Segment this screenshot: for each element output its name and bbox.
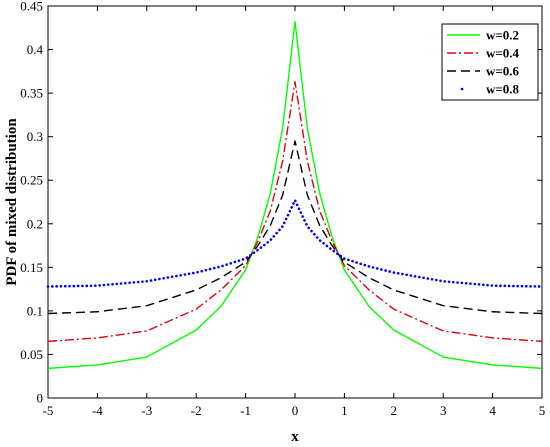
- x-axis-ticks: -5 -4 -3 -2 -1 0 1 2 3 4 5: [43, 6, 546, 418]
- x-tick-label: -2: [191, 403, 202, 418]
- y-tick-label: 0: [37, 391, 44, 406]
- x-tick-label: 5: [539, 403, 546, 418]
- series-line-w=0.6: [47, 140, 543, 315]
- y-tick-label: 0.45: [20, 0, 43, 14]
- x-tick-label: 4: [489, 403, 496, 418]
- x-tick-label: -4: [92, 403, 103, 418]
- y-tick-label: 0.35: [20, 86, 43, 101]
- x-axis-title: x: [291, 429, 299, 445]
- x-tick-label: 3: [440, 403, 447, 418]
- series-lines: [46, 20, 544, 370]
- legend-label: w=0.2: [486, 28, 519, 43]
- y-tick-label: 0.2: [27, 216, 43, 231]
- y-tick-label: 0.15: [20, 260, 43, 275]
- y-tick-label: 0.4: [27, 42, 44, 57]
- x-tick-label: 0: [292, 403, 299, 418]
- series-line-w=0.8: [46, 198, 544, 288]
- y-axis-title: PDF of mixed distribution: [4, 118, 20, 286]
- y-tick-label: 0.3: [27, 129, 43, 144]
- legend: w=0.2 w=0.4 w=0.6 w=0.8: [441, 23, 539, 101]
- legend-label: w=0.8: [486, 82, 520, 97]
- x-tick-label: 1: [341, 403, 348, 418]
- y-tick-label: 0.05: [20, 347, 43, 362]
- x-tick-label: -1: [240, 403, 251, 418]
- y-axis-ticks: 0 0.05 0.1 0.15 0.2 0.25 0.3 0.35 0.4 0.45: [20, 0, 542, 406]
- series-line-w=0.2: [47, 20, 543, 370]
- y-tick-label: 0.25: [20, 173, 43, 188]
- legend-box: [441, 23, 539, 101]
- y-tick-label: 0.1: [27, 303, 43, 318]
- series-line-w=0.4: [47, 81, 543, 343]
- legend-label: w=0.6: [486, 64, 520, 79]
- legend-label: w=0.4: [486, 46, 520, 61]
- x-tick-label: -3: [141, 403, 152, 418]
- x-tick-label: -5: [43, 403, 54, 418]
- x-tick-label: 2: [391, 403, 398, 418]
